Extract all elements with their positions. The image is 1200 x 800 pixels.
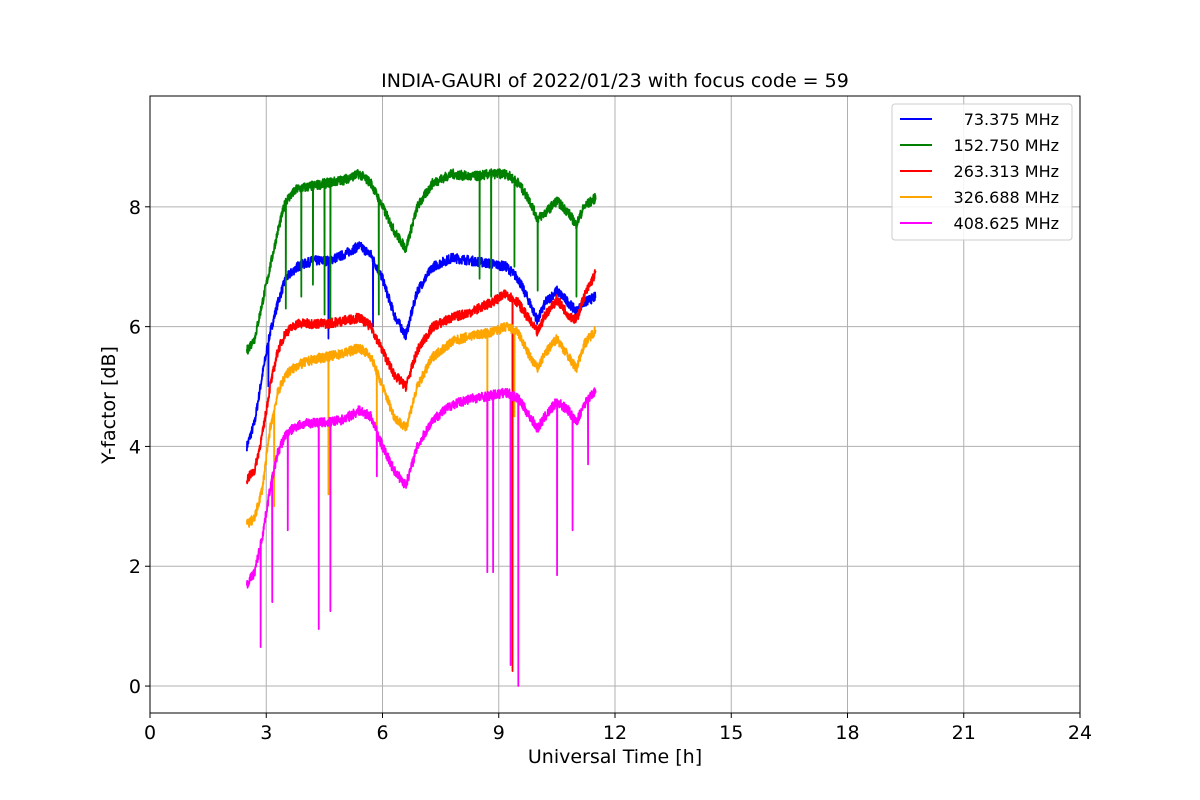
x-tick-label: 18 [835,722,859,744]
series-line-5 [245,387,597,687]
legend-entry: 263.313 MHz [954,162,1059,181]
y-axis: 0 2 4 6 8 [129,197,150,698]
x-tick-label: 21 [952,722,976,744]
legend-box [891,103,1073,241]
y-tick-label: 8 [129,197,141,219]
y-tick-label: 4 [129,436,141,458]
legend-entry: 73.375 MHz [964,110,1059,129]
y-tick-label: 6 [129,317,141,339]
y-tick-label: 2 [129,556,141,578]
x-axis-label: Universal Time [h] [528,746,702,768]
legend-entry: 152.750 MHz [954,136,1059,155]
x-tick-label: 6 [376,722,388,744]
y-axis-label: Y-factor [dB] [98,346,120,465]
series-line-3 [245,269,597,672]
x-tick-label: 12 [603,722,627,744]
y-tick-label: 0 [129,676,141,698]
legend: 73.375 MHz 152.750 MHz 263.313 MHz 326.688 … [891,103,1073,241]
series-line-1 [245,241,597,452]
series-line-4 [245,321,597,528]
x-tick-label: 3 [260,722,272,744]
series-line-2 [245,168,597,355]
chart-title: INDIA-GAURI of 2022/01/23 with focus cod… [381,70,849,92]
x-axis: 0 3 6 9 12 15 18 21 24 [144,713,1092,744]
legend-entry: 408.625 MHz [954,214,1059,233]
series-group [245,168,597,687]
legend-entry: 326.688 MHz [954,188,1059,207]
x-tick-label: 15 [719,722,743,744]
x-tick-label: 9 [493,722,505,744]
x-tick-label: 24 [1068,722,1092,744]
x-tick-label: 0 [144,722,156,744]
